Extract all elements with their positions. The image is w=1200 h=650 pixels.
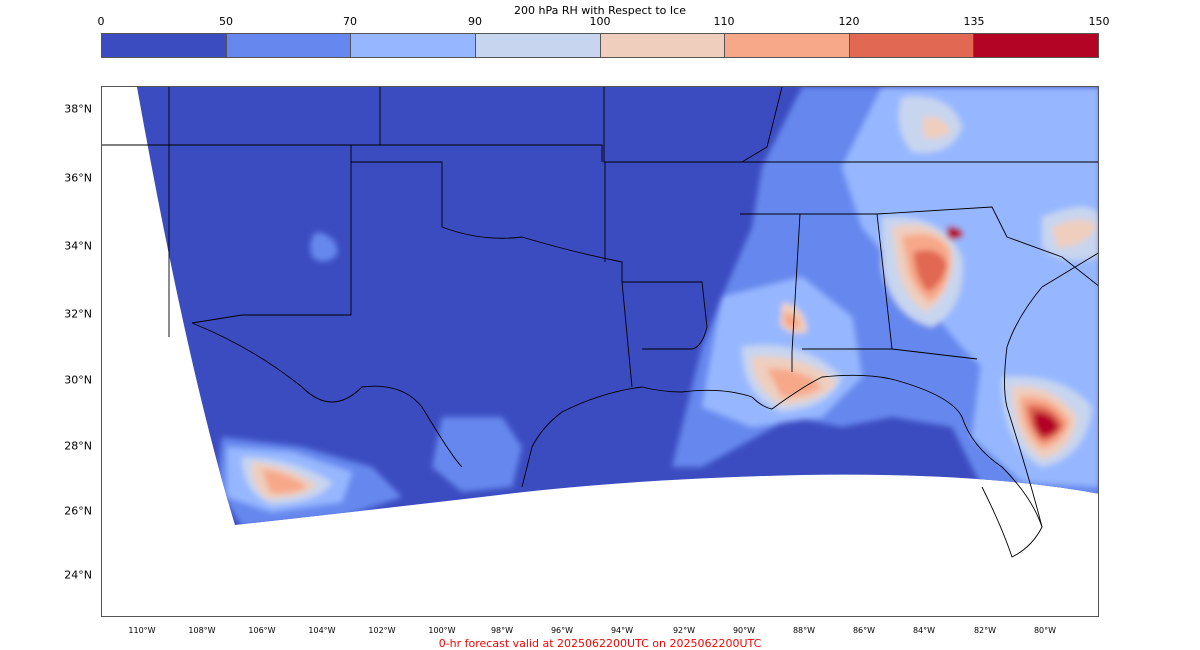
boundary-line bbox=[740, 213, 801, 372]
colorbar-tick: 50 bbox=[219, 15, 233, 28]
lat-label: 34°N bbox=[64, 239, 92, 253]
boundary-line bbox=[800, 213, 893, 350]
lat-label: 36°N bbox=[64, 171, 92, 185]
lat-label: 38°N bbox=[64, 102, 92, 116]
lon-label: 84°W bbox=[912, 626, 936, 635]
colorbar-segment bbox=[974, 34, 1098, 57]
lon-label: 104°W bbox=[308, 626, 336, 635]
rh-region bbox=[432, 417, 522, 492]
rh-region bbox=[1033, 411, 1059, 437]
rh-region bbox=[262, 469, 307, 494]
colorbar-segment bbox=[475, 34, 601, 57]
colorbar-tick: 110 bbox=[713, 15, 735, 28]
colorbar-tick: 0 bbox=[97, 15, 105, 28]
colorbar-ticks: 0 50 70 90 100 110 120 135 150 bbox=[0, 15, 1200, 31]
rh-contours bbox=[217, 87, 1098, 525]
lat-label: 24°N bbox=[64, 568, 92, 582]
lon-label: 108°W bbox=[188, 626, 216, 635]
lat-label: 30°N bbox=[64, 373, 92, 387]
rh-region bbox=[767, 368, 822, 397]
lon-label: 110°W bbox=[128, 626, 156, 635]
colorbar-tick: 150 bbox=[1088, 15, 1110, 28]
lat-label: 26°N bbox=[64, 504, 92, 518]
map-panel bbox=[101, 86, 1099, 617]
rh-region bbox=[310, 232, 338, 262]
lat-label: 32°N bbox=[64, 307, 92, 321]
lon-label: 100°W bbox=[428, 626, 456, 635]
forecast-valid-text: 0-hr forecast valid at 2025062200UTC on … bbox=[438, 637, 762, 650]
colorbar-segment bbox=[226, 34, 352, 57]
colorbar-title: 200 hPa RH with Respect to Ice bbox=[514, 4, 686, 17]
colorbar-segment bbox=[351, 34, 476, 57]
lon-label: 92°W bbox=[672, 626, 696, 635]
colorbar-segment bbox=[102, 34, 227, 57]
rh-region bbox=[914, 250, 947, 292]
boundary-line bbox=[191, 145, 352, 324]
rh-region bbox=[1052, 219, 1097, 248]
lon-label: 96°W bbox=[550, 626, 574, 635]
boundary-line bbox=[622, 281, 708, 350]
lon-label: 88°W bbox=[792, 626, 816, 635]
rh-region bbox=[947, 226, 964, 240]
lon-label: 106°W bbox=[248, 626, 276, 635]
lon-label: 102°W bbox=[368, 626, 396, 635]
lon-label: 90°W bbox=[732, 626, 756, 635]
political-boundaries bbox=[102, 87, 1098, 558]
colorbar-tick: 90 bbox=[468, 15, 482, 28]
boundary-line bbox=[102, 144, 603, 162]
colorbar-segment bbox=[600, 34, 726, 57]
lat-label: 28°N bbox=[64, 439, 92, 453]
colorbar-tick: 120 bbox=[838, 15, 860, 28]
colorbar-tick: 100 bbox=[589, 15, 611, 28]
coastline bbox=[521, 374, 1043, 558]
colorbar bbox=[101, 33, 1099, 58]
colorbar-segment bbox=[849, 34, 975, 57]
lon-label: 94°W bbox=[610, 626, 634, 635]
lon-label: 82°W bbox=[973, 626, 997, 635]
lon-label: 98°W bbox=[490, 626, 514, 635]
rh-region bbox=[842, 87, 1098, 417]
rh-region bbox=[784, 312, 800, 329]
coastline bbox=[1004, 252, 1098, 528]
boundary-line bbox=[191, 322, 463, 468]
colorbar-tick: 70 bbox=[343, 15, 357, 28]
rh-ice-map bbox=[102, 87, 1098, 558]
colorbar-segment bbox=[725, 34, 850, 57]
lon-label: 80°W bbox=[1033, 626, 1057, 635]
lon-label: 86°W bbox=[852, 626, 876, 635]
colorbar-tick: 135 bbox=[963, 15, 985, 28]
rh-region bbox=[922, 116, 950, 139]
boundary-line bbox=[891, 348, 978, 360]
